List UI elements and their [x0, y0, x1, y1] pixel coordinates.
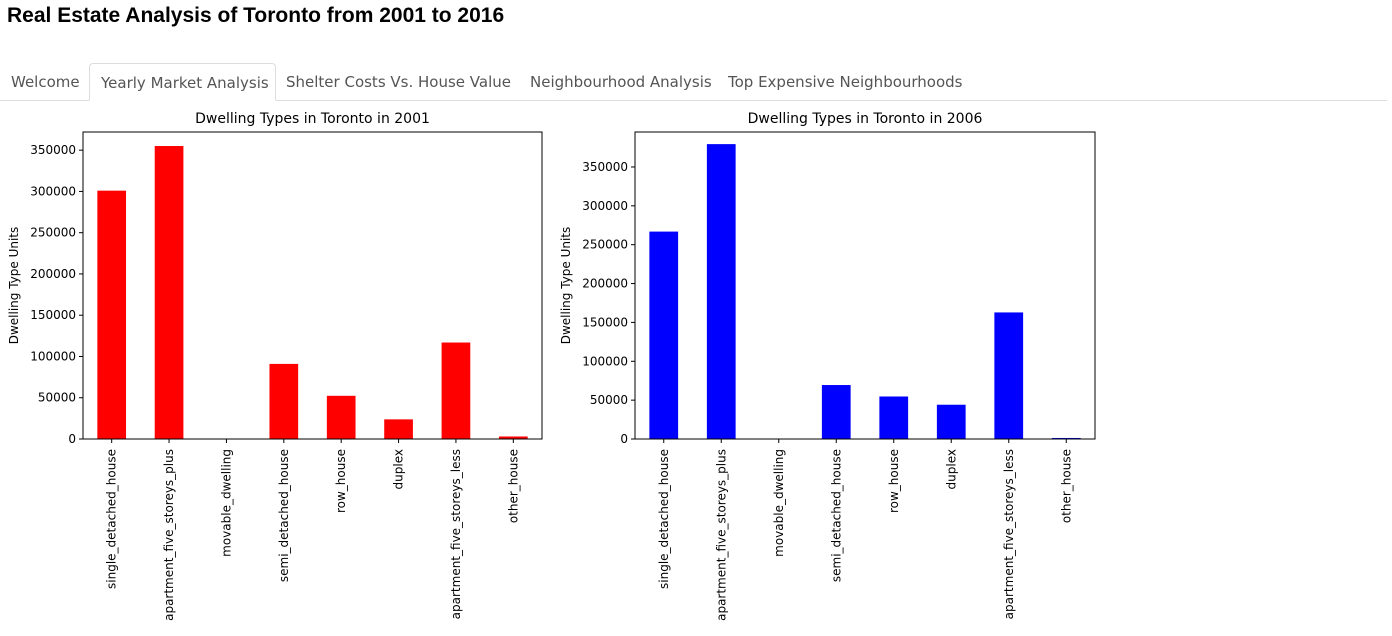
y-tick-label: 150000 [582, 315, 628, 329]
page-title: Real Estate Analysis of Toronto from 200… [7, 4, 504, 28]
x-tick-label: other_house [506, 449, 520, 523]
x-tick-label: semi_detached_house [829, 449, 843, 582]
bar [707, 144, 736, 439]
dwelling-types-2006-chart: Dwelling Types in Toronto in 2006 Dwellin… [552, 104, 1104, 636]
tab-bar: Welcome Yearly Market Analysis Shelter C… [0, 63, 1387, 101]
chart-title: Dwelling Types in Toronto in 2006 [748, 111, 983, 127]
bar [822, 385, 851, 439]
y-tick-label: 300000 [30, 184, 76, 198]
y-axis-label: Dwelling Type Units [7, 227, 21, 345]
dwelling-types-2001-chart: Dwelling Types in Toronto in 2001 Dwellin… [0, 104, 552, 636]
x-tick-label: apartment_five_storeys_less [449, 449, 463, 619]
x-tick-label: single_detached_house [657, 449, 671, 589]
y-tick-label: 200000 [582, 277, 628, 291]
y-tick-label: 300000 [582, 199, 628, 213]
chart-title: Dwelling Types in Toronto in 2001 [195, 111, 430, 127]
x-tick-label: semi_detached_house [277, 449, 291, 582]
y-tick-label: 100000 [582, 354, 628, 368]
plot-frame [635, 132, 1095, 439]
y-tick-label: 50000 [38, 391, 76, 405]
y-tick-label: 0 [68, 432, 76, 446]
bar [97, 191, 126, 439]
tab-shelter-costs-vs-house-value[interactable]: Shelter Costs Vs. House Value [276, 63, 519, 100]
y-tick-label: 250000 [582, 238, 628, 252]
bar [327, 396, 356, 439]
tab-top-expensive-neighbourhoods[interactable]: Top Expensive Neighbourhoods [717, 63, 977, 100]
chart-canvas: Dwelling Types in Toronto in 2006 Dwellin… [552, 104, 1104, 631]
y-tick-label: 200000 [30, 267, 76, 281]
bar [384, 419, 413, 439]
x-tick-label: apartment_five_storeys_plus [714, 449, 728, 621]
bar [937, 405, 966, 439]
x-tick-label: single_detached_house [105, 449, 119, 589]
x-tick-label: apartment_five_storeys_plus [162, 449, 176, 621]
x-tick-label: movable_dwelling [219, 449, 233, 557]
x-tick-label: apartment_five_storeys_less [1002, 449, 1016, 619]
y-tick-label: 350000 [30, 143, 76, 157]
bar [269, 364, 298, 439]
tab-neighbourhood-analysis[interactable]: Neighbourhood Analysis [519, 63, 717, 100]
y-tick-label: 50000 [590, 393, 628, 407]
y-tick-label: 250000 [30, 226, 76, 240]
x-tick-label: duplex [392, 449, 406, 489]
y-axis-label: Dwelling Type Units [559, 227, 573, 345]
tab-yearly-market-analysis[interactable]: Yearly Market Analysis [89, 63, 276, 101]
chart-canvas: Dwelling Types in Toronto in 2001 Dwellin… [0, 104, 552, 631]
tab-welcome[interactable]: Welcome [0, 63, 89, 100]
x-tick-label: movable_dwelling [772, 449, 786, 557]
x-tick-label: other_house [1059, 449, 1073, 523]
bar [994, 312, 1023, 439]
x-tick-label: duplex [944, 449, 958, 489]
bar [155, 146, 184, 439]
bar [649, 232, 678, 439]
x-tick-label: row_house [334, 449, 348, 513]
y-tick-label: 100000 [30, 349, 76, 363]
y-tick-label: 0 [620, 432, 628, 446]
bar [879, 396, 908, 439]
x-tick-label: row_house [887, 449, 901, 513]
bar [442, 343, 471, 439]
y-tick-label: 150000 [30, 308, 76, 322]
plot-frame [83, 132, 542, 439]
y-tick-label: 350000 [582, 160, 628, 174]
